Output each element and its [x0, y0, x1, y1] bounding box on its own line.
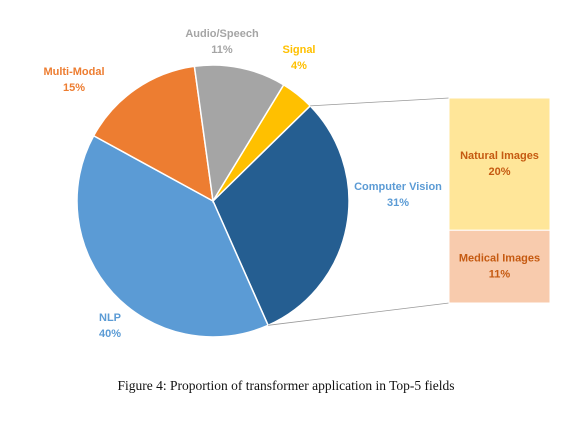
slice-value-computer-vision: 31% — [387, 197, 409, 209]
bar-value-natural-images: 20% — [488, 166, 510, 178]
connector-line-top — [310, 97, 450, 107]
bar-segment-medical-images — [448, 229, 551, 304]
pie-slice-computer-vision — [212, 104, 350, 327]
slice-value-multi-modal: 15% — [63, 82, 85, 94]
slice-label-nlp: NLP — [99, 312, 121, 324]
connector-line-bottom — [268, 302, 450, 326]
pie-slice-audio-speech — [193, 64, 285, 204]
slice-label-multi-modal: Multi-Modal — [43, 66, 104, 78]
pie-slice-multi-modal — [92, 65, 214, 203]
bar-label-natural-images: Natural Images — [460, 150, 539, 162]
bar-segment-natural-images — [448, 97, 551, 231]
slice-label-audio-speech: Audio/Speech — [185, 28, 259, 40]
slice-label-signal: Signal — [282, 44, 315, 56]
pie-slice-signal — [212, 83, 312, 202]
slice-value-audio-speech: 11% — [211, 44, 233, 56]
slice-label-computer-vision: Computer Vision — [354, 181, 442, 193]
pie-slice-nlp — [76, 134, 270, 338]
bar-value-medical-images: 11% — [489, 269, 511, 281]
bar-label-medical-images: Medical Images — [459, 253, 540, 265]
figure-caption: Figure 4: Proportion of transformer appl… — [117, 378, 455, 393]
slice-value-nlp: 40% — [99, 328, 121, 340]
slice-value-signal: 4% — [291, 60, 307, 72]
